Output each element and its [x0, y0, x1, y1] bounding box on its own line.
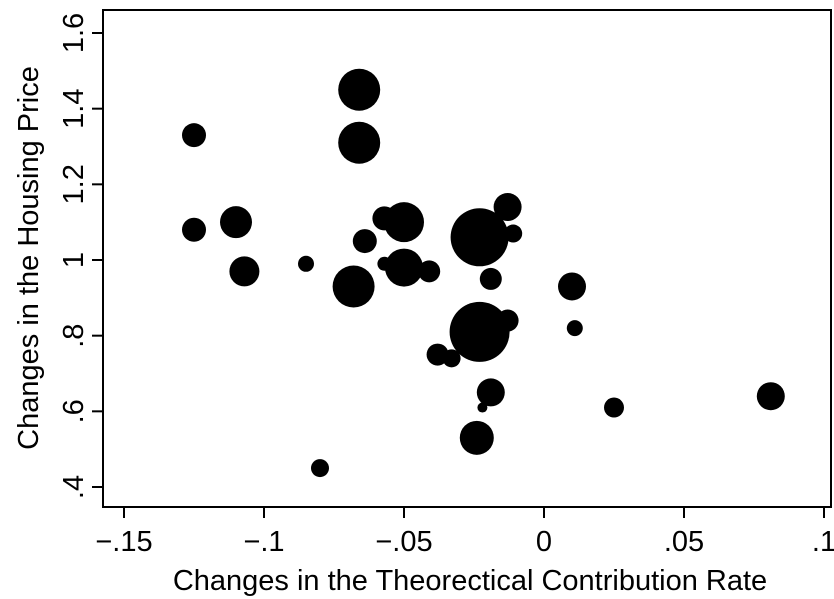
data-point-9: [352, 229, 377, 254]
x-tick-label-2: −.05: [375, 526, 432, 558]
data-point-14: [418, 260, 441, 283]
y-tick-label-5: 1.4: [58, 89, 90, 129]
data-point-18: [450, 208, 509, 267]
y-tick-label-6: 1.6: [58, 13, 90, 53]
data-point-3: [229, 256, 260, 287]
data-point-23: [493, 193, 522, 222]
data-point-1: [182, 217, 206, 242]
data-point-5: [311, 459, 329, 478]
data-point-0: [182, 123, 206, 148]
x-tick-label-5: .1: [812, 526, 834, 558]
data-point-12: [384, 202, 424, 243]
data-point-4: [298, 255, 314, 272]
data-point-17: [459, 420, 494, 455]
data-point-29: [756, 382, 785, 411]
data-point-19: [449, 301, 510, 362]
data-point-28: [604, 397, 624, 418]
data-point-24: [496, 309, 519, 332]
data-point-13: [385, 248, 423, 287]
x-axis: −.15 −.1 −.05 0 .05 .1: [95, 506, 834, 558]
data-points: [182, 68, 785, 478]
x-tick-label-4: .05: [664, 526, 704, 558]
x-tick-label-0: −.15: [95, 526, 152, 558]
data-point-16: [442, 349, 461, 368]
data-point-6: [332, 265, 375, 308]
data-point-8: [338, 121, 381, 164]
data-point-27: [566, 320, 583, 337]
y-tick-label-0: .4: [58, 475, 90, 499]
data-point-25: [504, 224, 523, 243]
data-point-2: [220, 206, 252, 239]
y-axis-title: Changes in the Housing Price: [13, 66, 45, 450]
x-tick-label-3: 0: [536, 526, 552, 558]
data-point-21: [479, 267, 502, 290]
y-tick-label-3: 1: [58, 252, 90, 268]
y-tick-label-4: 1.2: [58, 164, 90, 204]
data-point-7: [338, 68, 381, 111]
data-point-22: [476, 378, 505, 407]
x-axis-title: Changes in the Theorectical Contribution…: [173, 565, 767, 597]
y-tick-label-2: .8: [58, 324, 90, 348]
data-point-26: [558, 272, 586, 301]
y-axis: .4 .6 .8 1 1.2 1.4 1.6: [58, 13, 104, 499]
x-tick-label-1: −.1: [243, 526, 284, 558]
y-tick-label-1: .6: [58, 399, 90, 423]
